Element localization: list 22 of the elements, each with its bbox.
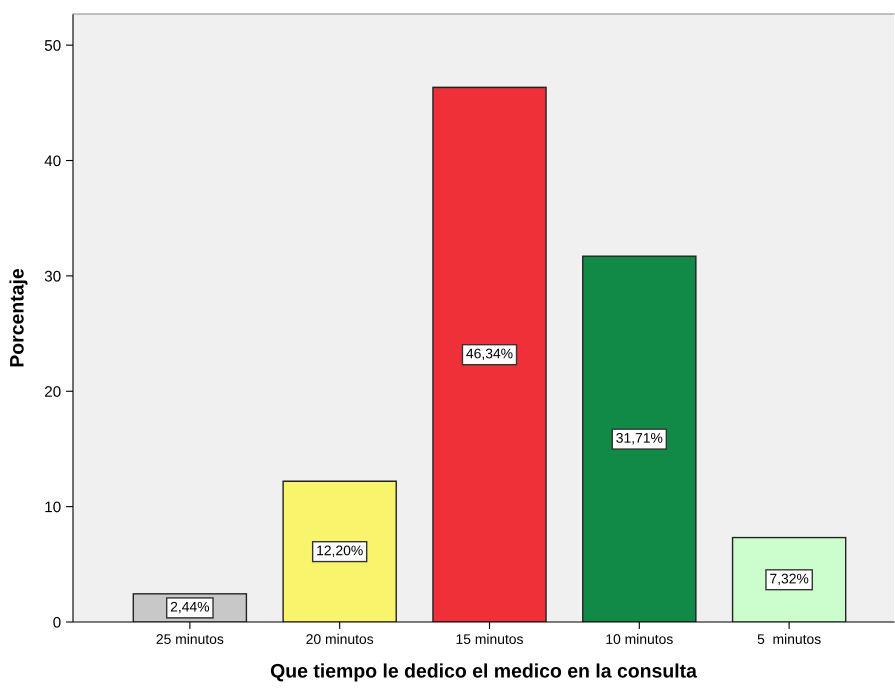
y-tick-label: 20 (44, 386, 61, 397)
bar (732, 536, 846, 622)
x-tick-label: 10 minutos (606, 634, 673, 644)
bar (432, 86, 547, 622)
data-label: 7,32% (770, 574, 808, 586)
x-tick-label: 15 minutos (456, 634, 523, 644)
x-tick-label: 5 minutos (758, 634, 821, 644)
y-tick-label: 50 (44, 40, 61, 51)
x-axis-title: Que tiempo le dedico el medico en la consulta (270, 663, 698, 682)
bar (282, 480, 397, 622)
y-axis-title: Porcentaje (9, 268, 28, 366)
y-tick-label: 40 (44, 155, 61, 166)
y-tick-label: 10 (45, 502, 61, 512)
x-tick-label: 25 minutos (156, 634, 224, 644)
y-tick-label: 30 (44, 270, 61, 282)
y-tick-label: 0 (53, 616, 61, 628)
data-label: 2,44% (170, 602, 210, 614)
x-tick-label: 20 minutos (306, 634, 374, 644)
data-label: 46,34% (466, 348, 513, 360)
data-label: 31,71% (616, 432, 662, 444)
bar (582, 255, 697, 622)
data-label: 12,20% (317, 546, 363, 557)
